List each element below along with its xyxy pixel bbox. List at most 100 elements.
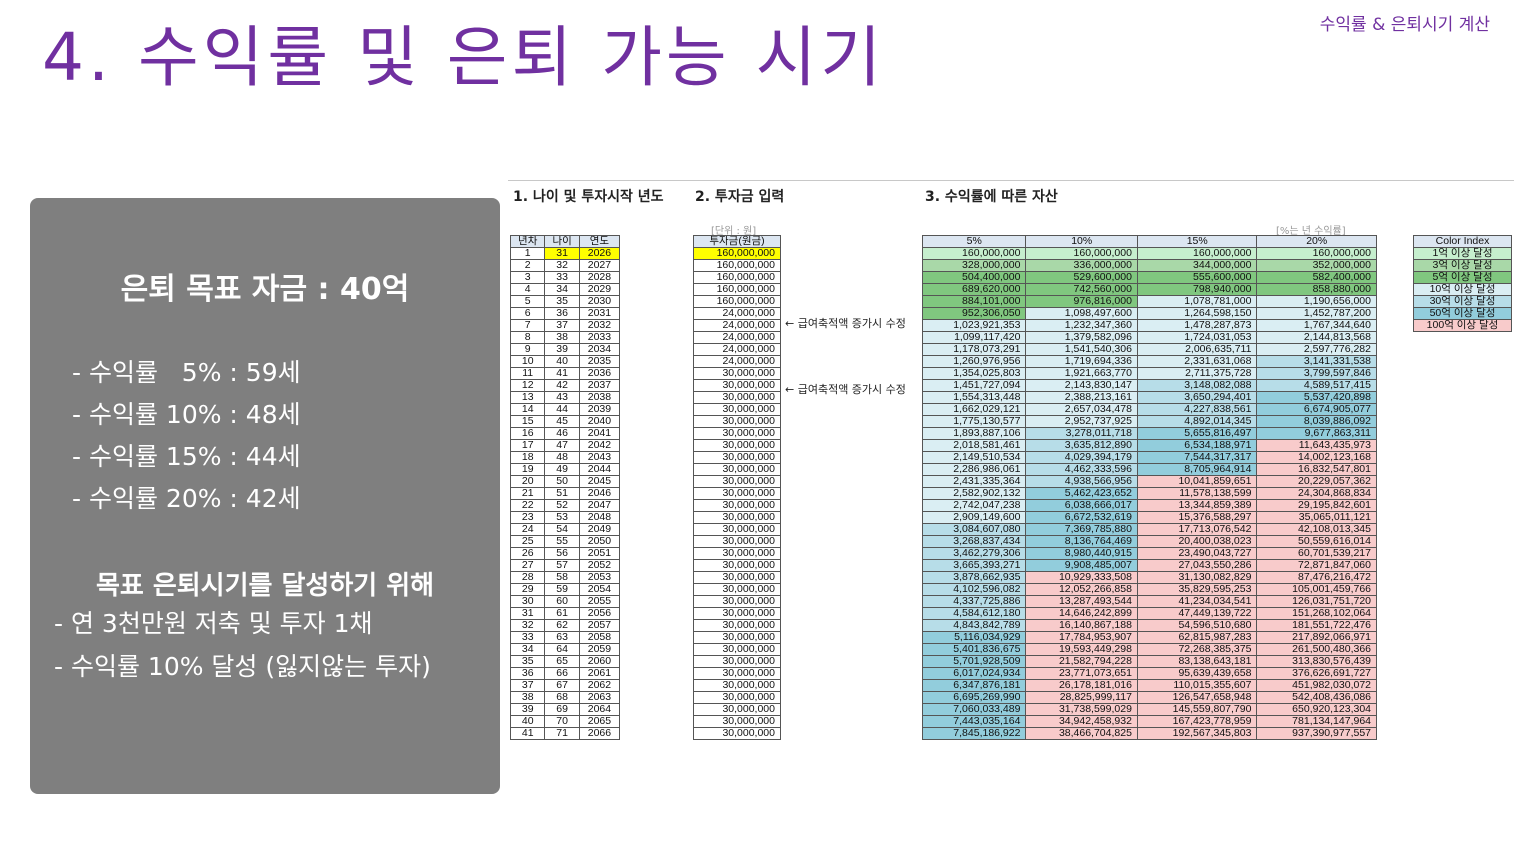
table-row: 30,000,000 xyxy=(693,499,781,512)
asset-cell: 976,816,000 xyxy=(1025,295,1138,308)
asset-cell: 1,893,887,106 xyxy=(921,427,1027,440)
table-row: 30,000,000 xyxy=(693,631,781,644)
table-row: 30,000,000 xyxy=(693,487,781,500)
table-row: 1,662,029,121 2,657,034,478 4,227,838,561 6… xyxy=(921,403,1377,416)
asset-cell: 3,278,011,718 xyxy=(1025,427,1138,440)
table-row: 4,843,842,789 16,140,867,188 54,596,510,68… xyxy=(921,619,1377,632)
age-cell: 50 xyxy=(544,475,580,488)
year-cell: 2042 xyxy=(578,439,621,452)
age-cell: 70 xyxy=(544,715,580,728)
year-index-cell: 3 xyxy=(509,271,546,284)
table-row: 24,000,000 xyxy=(693,355,781,368)
asset-cell: 20,400,038,023 xyxy=(1136,535,1258,548)
table-row: 4,584,612,180 14,646,242,899 47,449,139,72… xyxy=(921,607,1377,620)
asset-cell: 7,443,035,164 xyxy=(921,715,1027,728)
asset-cell: 217,892,066,971 xyxy=(1256,631,1377,644)
year-index-cell: 9 xyxy=(509,343,546,356)
asset-cell: 35,065,011,121 xyxy=(1256,511,1377,524)
asset-cell: 13,344,859,389 xyxy=(1136,499,1258,512)
asset-cell: 47,449,139,722 xyxy=(1136,607,1258,620)
table-row: 7,845,186,922 38,466,704,825 192,567,345,8… xyxy=(921,727,1377,740)
table-row: 2,149,510,534 4,029,394,179 7,544,317,317 1… xyxy=(921,451,1377,464)
table-row: 160,000,000 xyxy=(693,283,781,296)
investment-cell: 24,000,000 xyxy=(693,307,781,320)
plan-title: 목표 은퇴시기를 달성하기 위해 xyxy=(95,571,435,601)
table-row: 160,000,000 xyxy=(693,259,781,272)
investment-cell: 30,000,000 xyxy=(693,715,781,728)
asset-cell: 23,771,073,651 xyxy=(1025,667,1138,680)
investment-cell: 24,000,000 xyxy=(693,343,781,356)
year-cell: 2055 xyxy=(578,595,621,608)
year-index-cell: 25 xyxy=(509,535,546,548)
table-row: 22 52 2047 xyxy=(509,499,621,512)
color-index-item: 50억 이상 달성 xyxy=(1413,307,1512,320)
asset-cell: 344,000,000 xyxy=(1136,259,1258,272)
investment-cell: 160,000,000 xyxy=(693,271,781,284)
asset-cell: 5,401,836,675 xyxy=(921,643,1027,656)
asset-cell: 2,582,902,132 xyxy=(921,487,1027,500)
color-index-item: 10억 이상 달성 xyxy=(1413,283,1512,296)
table-row: 29 59 2054 xyxy=(509,583,621,596)
asset-cell: 6,017,024,934 xyxy=(921,667,1027,680)
year-index-cell: 23 xyxy=(509,511,546,524)
header-rate-10: 10% xyxy=(1025,235,1138,248)
year-index-cell: 22 xyxy=(509,499,546,512)
year-index-cell: 36 xyxy=(509,667,546,680)
asset-cell: 4,029,394,179 xyxy=(1025,451,1138,464)
year-index-cell: 14 xyxy=(509,403,546,416)
asset-cell: 14,002,123,168 xyxy=(1256,451,1377,464)
table-row: 6,695,269,990 28,825,999,117 126,547,658,9… xyxy=(921,691,1377,704)
asset-cell: 83,138,643,181 xyxy=(1136,655,1258,668)
table-row: 952,306,050 1,098,497,600 1,264,598,150 1,4… xyxy=(921,307,1377,320)
age-cell: 42 xyxy=(544,379,580,392)
asset-cell: 31,130,082,829 xyxy=(1136,571,1258,584)
asset-cell: 24,304,868,834 xyxy=(1256,487,1377,500)
asset-cell: 167,423,778,959 xyxy=(1136,715,1258,728)
table-row: 20 50 2045 xyxy=(509,475,621,488)
investment-table: 투자금(원금) 160,000,000 160,000,000 160,000,00… xyxy=(693,235,781,740)
asset-cell: 3,148,082,088 xyxy=(1136,379,1258,392)
asset-cell: 798,940,000 xyxy=(1136,283,1258,296)
year-cell: 2028 xyxy=(578,271,621,284)
table-row: 160,000,000 160,000,000 160,000,000 160,000… xyxy=(921,247,1377,260)
asset-cell: 542,408,436,086 xyxy=(1256,691,1377,704)
asset-cell: 60,701,539,217 xyxy=(1256,547,1377,560)
year-cell: 2049 xyxy=(578,523,621,536)
color-index-header: Color Index xyxy=(1413,235,1512,248)
investment-cell: 30,000,000 xyxy=(693,487,781,500)
asset-cell: 110,015,355,607 xyxy=(1136,679,1258,692)
table-row: 30,000,000 xyxy=(693,679,781,692)
table-row: 328,000,000 336,000,000 344,000,000 352,000… xyxy=(921,259,1377,272)
asset-cell: 742,560,000 xyxy=(1025,283,1138,296)
asset-cell: 17,713,076,542 xyxy=(1136,523,1258,536)
asset-cell: 160,000,000 xyxy=(1025,247,1138,260)
table-row: 33 63 2058 xyxy=(509,631,621,644)
asset-cell: 1,921,663,770 xyxy=(1025,367,1138,380)
year-index-cell: 6 xyxy=(509,307,546,320)
table-row: 30,000,000 xyxy=(693,379,781,392)
assets-table: 5% 10% 15% 20% 160,000,000 160,000,000 160… xyxy=(921,235,1377,740)
year-cell: 2056 xyxy=(578,607,621,620)
table-row: 11 41 2036 xyxy=(509,367,621,380)
table-row: 3,268,837,434 8,136,764,469 20,400,038,023… xyxy=(921,535,1377,548)
year-cell: 2061 xyxy=(578,667,621,680)
table-row: 30,000,000 xyxy=(693,367,781,380)
year-cell: 2064 xyxy=(578,703,621,716)
investment-cell: 30,000,000 xyxy=(693,607,781,620)
year-cell: 2040 xyxy=(578,415,621,428)
year-index-cell: 21 xyxy=(509,487,546,500)
investment-cell: 30,000,000 xyxy=(693,499,781,512)
asset-cell: 160,000,000 xyxy=(921,247,1027,260)
table-row: 24,000,000 xyxy=(693,343,781,356)
asset-cell: 72,871,847,060 xyxy=(1256,559,1377,572)
investment-cell: 30,000,000 xyxy=(693,547,781,560)
asset-cell: 2,006,635,711 xyxy=(1136,343,1258,356)
year-cell: 2053 xyxy=(578,571,621,584)
header-age: 나이 xyxy=(544,235,580,248)
year-index-cell: 7 xyxy=(509,319,546,332)
asset-cell: 5,462,423,652 xyxy=(1025,487,1138,500)
asset-cell: 26,178,181,016 xyxy=(1025,679,1138,692)
age-cell: 40 xyxy=(544,355,580,368)
age-cell: 60 xyxy=(544,595,580,608)
table-row: 2,018,581,461 3,635,812,890 6,534,188,971 1… xyxy=(921,439,1377,452)
